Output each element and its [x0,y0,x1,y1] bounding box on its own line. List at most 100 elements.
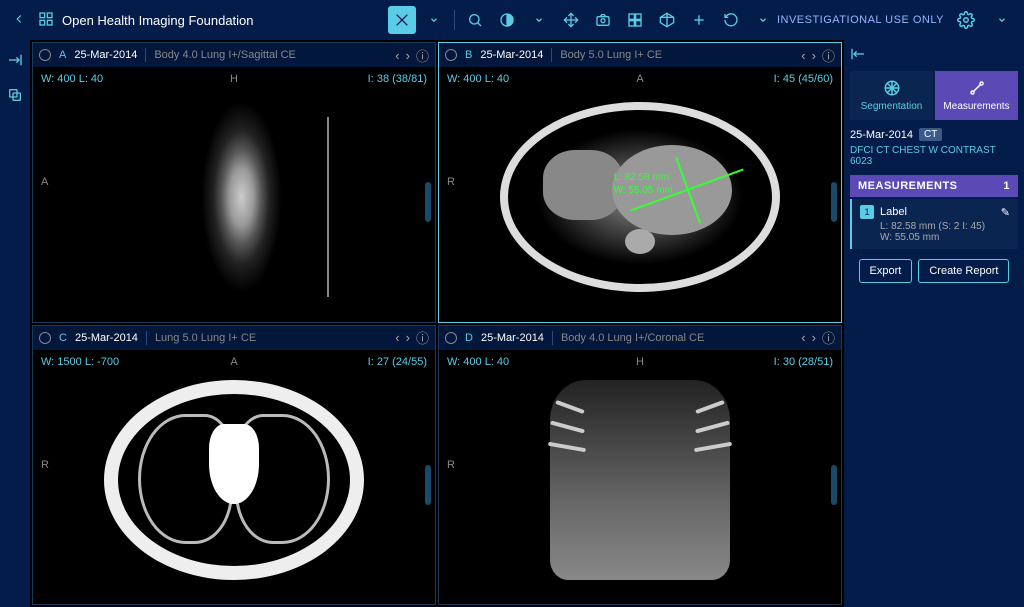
info-icon[interactable]: ⓘ [822,46,835,65]
collapse-right-icon[interactable] [850,46,1018,65]
segmentation-icon [883,79,901,97]
viewport-radio[interactable] [39,332,51,344]
export-button[interactable]: Export [859,259,913,283]
viewport-date: 25-Mar-2014 [74,49,137,61]
viewport-date: 25-Mar-2014 [481,332,544,344]
tool-chevron-2[interactable] [525,6,553,34]
create-report-button[interactable]: Create Report [918,259,1009,283]
layout-tool[interactable] [621,6,649,34]
settings-chevron[interactable] [988,6,1016,34]
next-icon[interactable]: › [406,330,410,345]
investigational-label: INVESTIGATIONAL USE ONLY [777,14,944,26]
tool-chevron-3[interactable] [749,6,777,34]
viewport-radio[interactable] [445,49,457,61]
settings-icon[interactable] [952,6,980,34]
viewport-grid: A 25-Mar-2014 Body 4.0 Lung I+/Sagittal … [30,40,844,607]
crosshair-tool[interactable] [388,6,416,34]
next-icon[interactable]: › [406,48,410,63]
viewport-header: A 25-Mar-2014 Body 4.0 Lung I+/Sagittal … [33,43,435,67]
orientation-left: R [41,459,49,471]
measurement-annotation: L: 82.58 mm W: 55.05 mm [614,171,673,197]
mpr-tool[interactable] [653,6,681,34]
viewport-radio[interactable] [39,49,51,61]
viewport-b[interactable]: B 25-Mar-2014 Body 5.0 Lung I+ CE ‹ › ⓘ … [438,42,842,323]
add-tool[interactable] [685,6,713,34]
viewport-header: B 25-Mar-2014 Body 5.0 Lung I+ CE ‹ › ⓘ [439,43,841,67]
orientation-left: A [41,176,48,188]
ct-image [53,83,415,312]
measurement-label: Label [880,206,907,218]
measurement-label-row: 1 Label ✎ [860,205,1010,219]
slice-scrollbar[interactable] [831,465,837,505]
viewport-letter: C [59,332,67,344]
tab-label: Measurements [943,101,1009,112]
viewport-letter: D [465,332,473,344]
tool-chevron[interactable] [420,6,448,34]
slice-scrollbar[interactable] [425,182,431,222]
viewport-nav: ‹ › ⓘ [395,46,429,65]
measurements-icon [968,79,986,97]
viewport-d[interactable]: D 25-Mar-2014 Body 4.0 Lung I+/Coronal C… [438,325,842,606]
ct-image: L: 82.58 mm W: 55.05 mm [459,83,821,312]
grid-icon[interactable] [38,11,54,30]
viewport-nav: ‹ › ⓘ [801,46,835,65]
info-icon[interactable]: ⓘ [416,46,429,65]
reset-tool[interactable] [717,6,745,34]
viewport-header: D 25-Mar-2014 Body 4.0 Lung I+/Coronal C… [439,326,841,350]
orientation-left: R [447,176,455,188]
pan-tool[interactable] [557,6,585,34]
app-title: Open Health Imaging Foundation [62,13,254,28]
contrast-tool[interactable] [493,6,521,34]
viewport-letter: A [59,49,66,61]
modality-badge: CT [919,128,942,141]
viewport-a[interactable]: A 25-Mar-2014 Body 4.0 Lung I+/Sagittal … [32,42,436,323]
measurement-detail-l: L: 82.58 mm (S: 2 I: 45) [880,221,1010,232]
measurement-detail-w: W: 55.05 mm [880,232,1010,243]
ct-image [459,366,821,595]
prev-icon[interactable]: ‹ [801,330,805,345]
viewport-date: 25-Mar-2014 [75,332,138,344]
prev-icon[interactable]: ‹ [395,330,399,345]
next-icon[interactable]: › [812,48,816,63]
viewport-nav: ‹ › ⓘ [801,328,835,347]
capture-tool[interactable] [589,6,617,34]
zoom-tool[interactable] [461,6,489,34]
slice-scrollbar[interactable] [425,465,431,505]
viewport-series-desc: Body 4.0 Lung I+/Sagittal CE [154,49,296,61]
viewport-radio[interactable] [445,332,457,344]
measurement-number: 1 [860,205,874,219]
measurement-item[interactable]: 1 Label ✎ L: 82.58 mm (S: 2 I: 45) W: 55.… [850,199,1018,249]
next-icon[interactable]: › [812,330,816,345]
app-header: Open Health Imaging Foundation INVESTIGA… [0,0,1024,40]
viewport-header: C 25-Mar-2014 Lung 5.0 Lung I+ CE ‹ › ⓘ [33,326,435,350]
info-icon[interactable]: ⓘ [416,328,429,347]
copy-icon[interactable] [3,83,27,110]
back-button[interactable] [8,8,30,33]
study-description: DFCI CT CHEST W CONTRAST 6023 [850,145,1018,167]
edit-icon[interactable]: ✎ [1001,206,1010,219]
study-date-row: 25-Mar-2014 CT [850,128,1018,141]
viewport-series-desc: Body 5.0 Lung I+ CE [560,49,662,61]
orientation-left: R [447,459,455,471]
slice-scrollbar[interactable] [831,182,837,222]
ct-image [53,366,415,595]
left-sidebar [0,40,30,607]
main-content: A 25-Mar-2014 Body 4.0 Lung I+/Sagittal … [0,40,1024,607]
viewport-series-desc: Body 4.0 Lung I+/Coronal CE [561,332,704,344]
panel-actions: Export Create Report [850,259,1018,283]
prev-icon[interactable]: ‹ [395,48,399,63]
viewport-nav: ‹ › ⓘ [395,328,429,347]
expand-left-icon[interactable] [3,48,27,75]
tab-measurements[interactable]: Measurements [935,71,1018,120]
tab-segmentation[interactable]: Segmentation [850,71,933,120]
toolbar [388,6,777,34]
measurements-count: 1 [1003,180,1010,192]
tab-label: Segmentation [861,101,923,112]
prev-icon[interactable]: ‹ [801,48,805,63]
panel-tabs: Segmentation Measurements [850,71,1018,120]
header-right: INVESTIGATIONAL USE ONLY [777,6,1016,34]
study-date: 25-Mar-2014 [850,129,913,141]
viewport-c[interactable]: C 25-Mar-2014 Lung 5.0 Lung I+ CE ‹ › ⓘ … [32,325,436,606]
viewport-letter: B [465,49,472,61]
info-icon[interactable]: ⓘ [822,328,835,347]
